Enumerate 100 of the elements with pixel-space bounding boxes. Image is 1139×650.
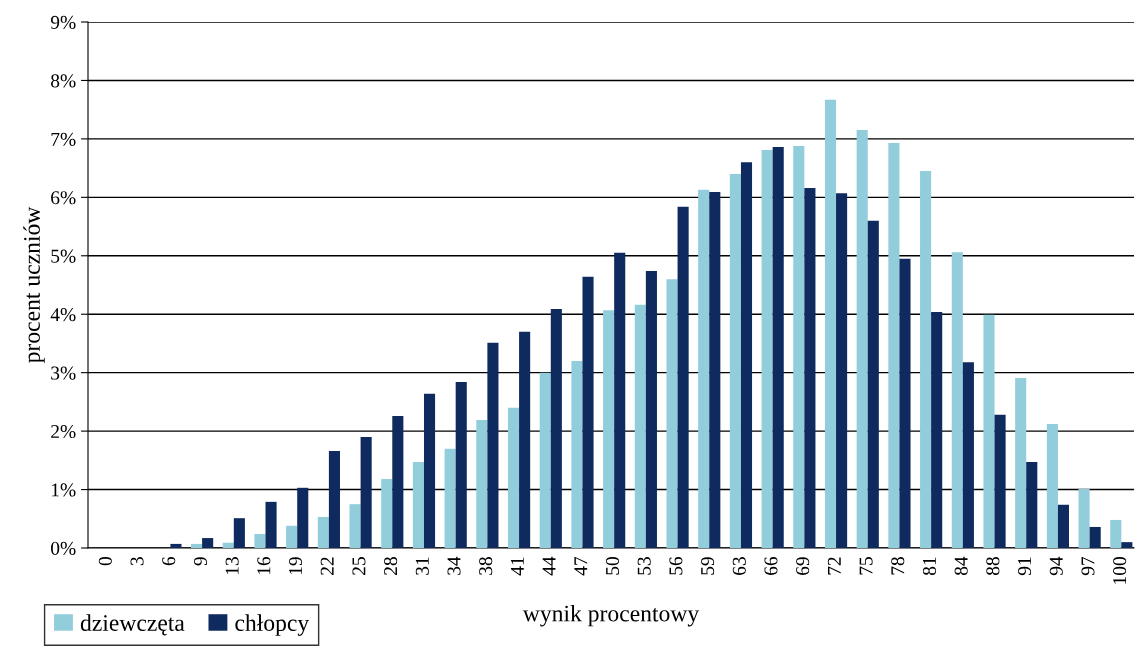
bar xyxy=(582,276,594,548)
bar xyxy=(793,145,805,548)
y-tick-label: 3% xyxy=(51,366,76,380)
x-tick-label: 72 xyxy=(827,557,841,575)
bar xyxy=(381,479,393,548)
x-tick-label: 25 xyxy=(352,557,366,575)
x-tick-label: 94 xyxy=(1049,556,1063,576)
x-tick-label: 50 xyxy=(605,557,620,575)
bar xyxy=(1089,526,1101,548)
x-tick-label: 88 xyxy=(986,557,1000,576)
x-tick-label: 38 xyxy=(479,557,493,575)
bar xyxy=(254,533,266,548)
bar xyxy=(412,462,424,548)
bar xyxy=(1078,488,1090,548)
bar xyxy=(634,304,646,548)
bar xyxy=(550,308,562,548)
bar xyxy=(836,193,848,548)
bar xyxy=(328,450,340,548)
bar xyxy=(423,393,436,548)
x-tick-label: 41 xyxy=(510,557,524,576)
y-tick-label: 5% xyxy=(51,249,76,263)
bar xyxy=(645,270,657,548)
bar xyxy=(487,342,499,548)
bar xyxy=(1015,377,1027,548)
y-tick-label: 8% xyxy=(51,74,76,88)
x-tick-label: 53 xyxy=(637,557,651,575)
x-tick-label: 44 xyxy=(542,556,556,576)
bar xyxy=(994,414,1006,548)
x-tick-label: 13 xyxy=(225,557,239,575)
bar xyxy=(666,279,678,548)
bar xyxy=(899,258,911,548)
bar xyxy=(170,543,182,548)
x-tick-label: 100 xyxy=(1113,557,1127,584)
x-tick-label: 97 xyxy=(1081,556,1095,576)
x-tick-label: 78 xyxy=(891,557,905,575)
y-tick-label: 0% xyxy=(51,541,76,555)
x-tick-label: 75 xyxy=(859,557,873,575)
x-tick-label: 9 xyxy=(193,557,207,566)
bar xyxy=(265,501,277,548)
bar xyxy=(698,189,710,548)
bar xyxy=(761,149,773,548)
x-tick-label: 31 xyxy=(415,557,429,575)
bar xyxy=(804,187,816,548)
x-tick-label: 84 xyxy=(954,556,968,576)
bar xyxy=(297,487,309,548)
bar xyxy=(191,543,203,548)
bar xyxy=(360,436,372,548)
bar xyxy=(349,504,361,548)
bar xyxy=(222,542,234,548)
x-tick-label: 66 xyxy=(764,556,778,575)
bar xyxy=(539,372,551,548)
bar xyxy=(233,518,245,548)
bar xyxy=(677,206,689,548)
x-axis-title: wynik procentowy xyxy=(522,604,700,627)
x-tick-label: 19 xyxy=(289,557,303,575)
bar xyxy=(571,360,583,548)
y-tick-label: 9% xyxy=(50,15,76,29)
bar xyxy=(983,314,995,548)
y-tick-label: 7% xyxy=(51,132,76,146)
bar xyxy=(1121,542,1133,548)
legend-label: chłopcy xyxy=(235,614,310,636)
bar xyxy=(951,252,963,548)
x-tick-label: 47 xyxy=(574,556,588,576)
x-tick-label: 3 xyxy=(130,557,144,566)
bar xyxy=(888,142,900,548)
x-tick-label: 22 xyxy=(320,557,334,575)
bar xyxy=(867,220,879,548)
bar xyxy=(1026,462,1038,548)
x-tick-label: 34 xyxy=(447,556,461,575)
bar xyxy=(931,311,943,548)
bar xyxy=(392,415,404,548)
bar xyxy=(519,331,531,548)
y-tick-label: 1% xyxy=(51,483,76,497)
x-tick-label: 28 xyxy=(384,557,398,575)
x-tick-label: 56 xyxy=(669,556,683,575)
x-tick-label: 16 xyxy=(257,556,271,575)
bar xyxy=(740,162,753,548)
x-tick-label: 69 xyxy=(796,557,810,575)
bar xyxy=(444,448,456,548)
bar xyxy=(202,538,214,548)
bar xyxy=(286,525,298,548)
x-tick-label: 81 xyxy=(922,557,937,576)
bar xyxy=(729,173,741,548)
bar xyxy=(824,99,837,548)
bar xyxy=(507,407,520,548)
x-tick-label: 6 xyxy=(162,556,176,566)
x-tick-label: 59 xyxy=(701,557,715,575)
bar xyxy=(614,252,626,548)
bar xyxy=(603,310,615,548)
legend-label: dziewczęta xyxy=(80,614,185,636)
y-tick-label: 2% xyxy=(51,424,76,439)
bar xyxy=(317,517,329,548)
bar xyxy=(709,192,721,548)
y-tick-label: 4% xyxy=(50,308,76,322)
bar xyxy=(476,420,488,548)
x-tick-label: 91 xyxy=(1018,557,1032,576)
y-axis-title: procent uczniów xyxy=(23,206,45,363)
bar xyxy=(455,382,467,548)
y-tick-label: 6% xyxy=(51,191,76,205)
bar xyxy=(962,362,974,548)
